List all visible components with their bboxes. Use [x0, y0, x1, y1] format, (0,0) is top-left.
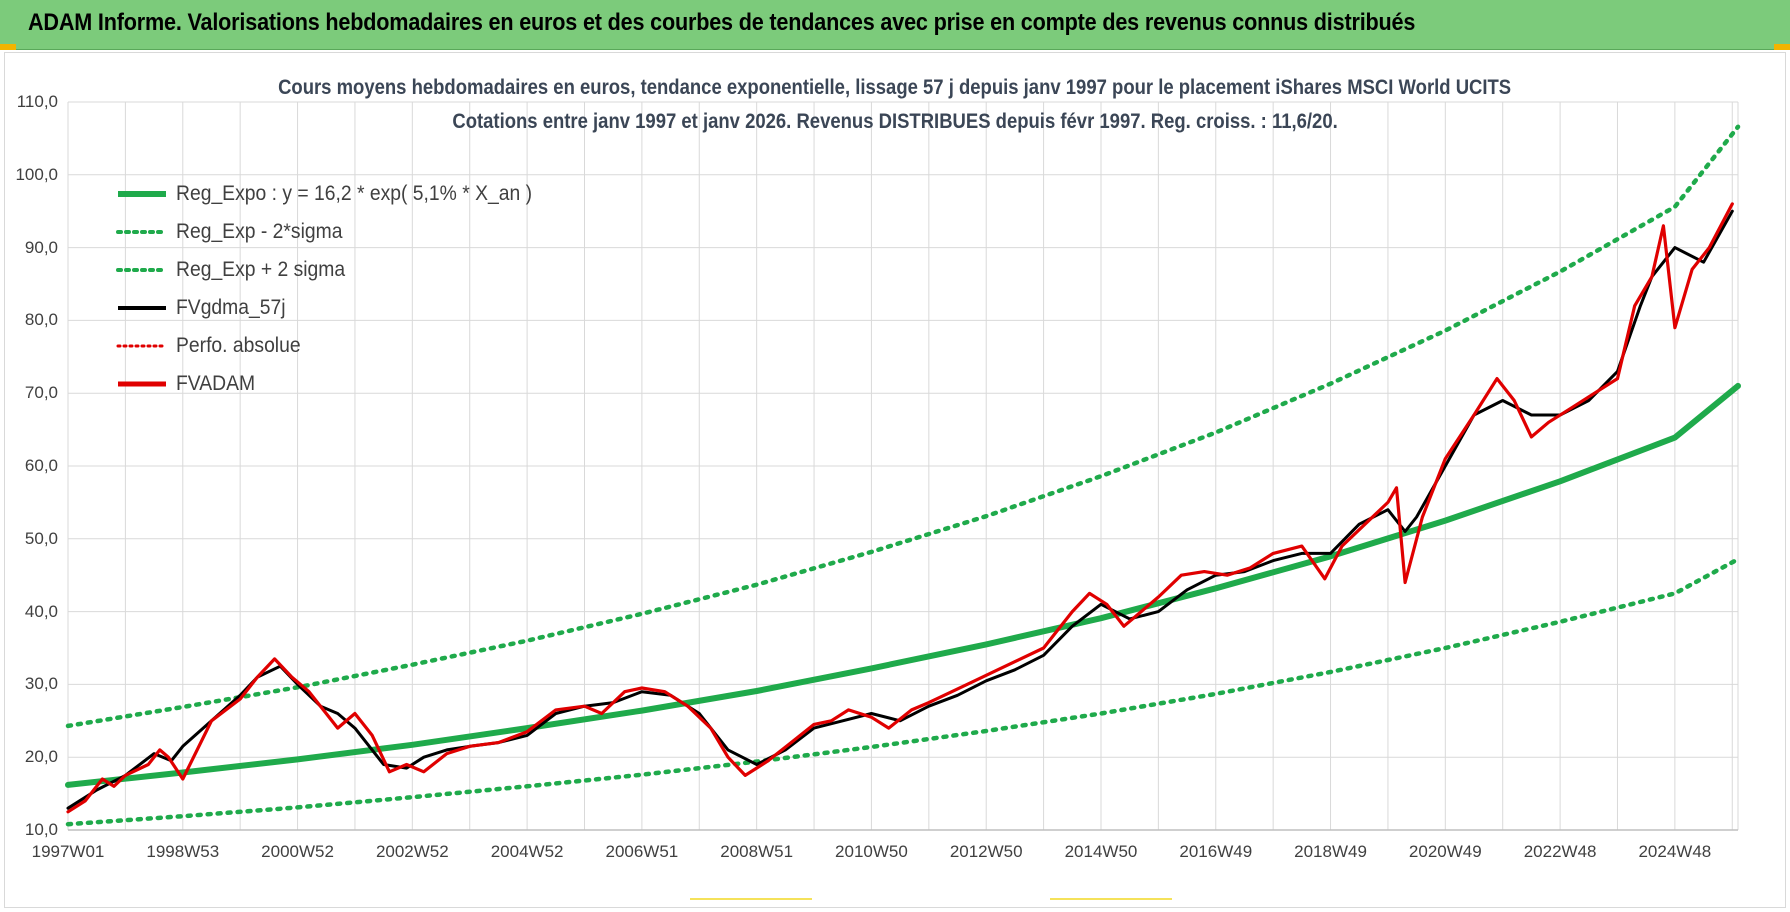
legend-label: Reg_Exp - 2*sigma [176, 220, 343, 243]
y-tick-label: 90,0 [24, 237, 58, 257]
bottom-mark [1050, 898, 1172, 900]
legend-item-reg-expo: Reg_Expo : y = 16,2 * exp( 5,1% * X_an ) [116, 175, 563, 213]
chart-subtitle: Cotations entre janv 1997 et janv 2026. … [452, 110, 1338, 133]
x-tick-label: 2018W49 [1294, 842, 1367, 861]
legend-label: Reg_Expo : y = 16,2 * exp( 5,1% * X_an ) [176, 182, 533, 205]
x-tick-label: 2002W52 [375, 842, 449, 861]
x-tick-label: 2010W50 [835, 842, 908, 861]
corner-mark-left [0, 44, 16, 50]
y-tick-label: 50,0 [24, 528, 58, 548]
legend-item-perfo-absolue: Perfo. absolue [116, 327, 563, 365]
y-tick-label: 70,0 [24, 383, 58, 403]
y-tick-label: 10,0 [24, 820, 58, 839]
x-tick-label: 2020W49 [1408, 842, 1482, 861]
y-tick-label: 40,0 [24, 601, 58, 621]
legend-item-fvgdma: FVgdma_57j [116, 289, 563, 327]
legend-swatch-reg-exp-plus [116, 263, 168, 277]
x-tick-label: 2022W48 [1523, 842, 1597, 861]
legend: Reg_Expo : y = 16,2 * exp( 5,1% * X_an )… [116, 175, 563, 403]
x-tick-label: 2000W52 [261, 842, 334, 861]
y-tick-label: 20,0 [24, 747, 58, 767]
series-reg-expo [65, 382, 1741, 788]
series-reg-exp-plus [65, 124, 1741, 729]
x-tick-label: 2006W51 [605, 842, 679, 861]
series-fvadam [66, 202, 1734, 814]
x-tick-label: 1998W53 [146, 842, 220, 861]
chart-frame [4, 52, 1786, 908]
header-title: ADAM Informe. Valorisations hebdomadaire… [28, 9, 1416, 36]
y-tick-label: 110,0 [16, 92, 58, 111]
y-tick-label: 100,0 [15, 164, 58, 184]
x-tick-label: 1997W01 [31, 842, 105, 861]
y-tick-label: 30,0 [24, 674, 58, 694]
x-tick-label: 2004W52 [490, 842, 564, 861]
legend-swatch-fvadam [116, 377, 168, 391]
legend-label: Reg_Exp + 2 sigma [176, 258, 346, 281]
legend-item-fvadam: FVADAM [116, 365, 563, 403]
corner-mark-right [1774, 44, 1790, 50]
x-tick-label: 2016W49 [1179, 842, 1253, 861]
bottom-mark [690, 898, 812, 900]
series-layer [65, 124, 1741, 827]
chart-title: Cours moyens hebdomadaires en euros, ten… [278, 76, 1512, 99]
legend-label: FVgdma_57j [176, 296, 286, 319]
y-tick-label: 60,0 [24, 456, 58, 475]
x-tick-label: 2014W50 [1064, 842, 1138, 861]
legend-swatch-perfo-absolue [116, 339, 168, 353]
x-tick-label: 2024W48 [1638, 842, 1712, 861]
grid [67, 101, 1739, 831]
y-tick-label: 80,0 [24, 310, 58, 330]
x-tick-label: 2012W50 [949, 842, 1023, 861]
legend-swatch-reg-exp-minus [116, 225, 168, 239]
legend-item-reg-exp-minus: Reg_Exp - 2*sigma [116, 213, 563, 251]
legend-swatch-fvgdma [116, 301, 168, 315]
header-banner: ADAM Informe. Valorisations hebdomadaire… [0, 0, 1790, 50]
x-tick-label: 2008W51 [720, 842, 794, 861]
legend-label: Perfo. absolue [176, 334, 301, 357]
series-reg-exp-minus [65, 556, 1741, 827]
legend-item-reg-exp-plus: Reg_Exp + 2 sigma [116, 251, 563, 289]
legend-swatch-reg-expo [116, 187, 168, 201]
legend-label: FVADAM [176, 372, 256, 395]
